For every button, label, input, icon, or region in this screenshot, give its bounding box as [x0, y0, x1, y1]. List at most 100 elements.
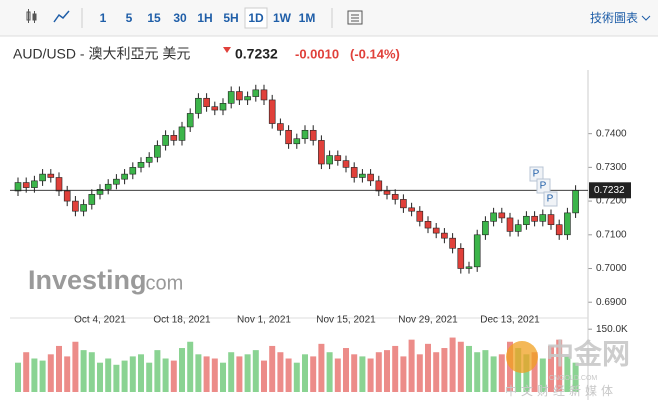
candle-body — [432, 227, 440, 234]
candle-body — [219, 103, 227, 111]
volume-bar — [334, 358, 341, 392]
candle-body — [113, 178, 120, 185]
candle-body — [211, 106, 219, 111]
volume-bar — [318, 343, 325, 392]
candle-body — [244, 96, 251, 101]
volume-bar — [195, 354, 202, 392]
marker[interactable]: P — [540, 181, 547, 192]
y-tick-label: 0.6900 — [596, 297, 627, 308]
volume-bar — [228, 352, 235, 392]
candle-body — [154, 145, 161, 158]
logo — [506, 341, 538, 373]
candle-body — [482, 221, 489, 236]
volume-tick-label: 150.0K — [596, 324, 628, 335]
candle-body — [318, 140, 325, 165]
indicator-icon[interactable] — [347, 10, 363, 25]
volume-bar — [416, 354, 423, 392]
volume-bar — [187, 341, 194, 392]
candle-body — [31, 180, 38, 188]
volume-bar — [400, 356, 407, 392]
candle-body — [72, 200, 79, 212]
candle-body — [490, 212, 497, 222]
candle-body — [547, 214, 555, 225]
volume-bar — [80, 350, 87, 392]
down-arrow — [223, 47, 231, 53]
volume-bar — [474, 352, 481, 392]
candle-body — [441, 232, 448, 239]
volume-bar — [220, 362, 226, 392]
volume-bar — [179, 348, 185, 392]
interval-button[interactable]: 5 — [126, 11, 133, 25]
chart-button[interactable]: 技術圖表 — [590, 11, 638, 25]
dropdown-arrow[interactable] — [641, 15, 651, 21]
volume-bar — [359, 356, 366, 392]
candle-body — [350, 167, 358, 178]
candle-body — [39, 173, 46, 182]
marker-box[interactable] — [543, 191, 558, 207]
y-tick-label: 0.7000 — [596, 263, 627, 274]
volume-bar — [392, 345, 399, 392]
volume-bar — [121, 360, 128, 392]
interval-button[interactable]: 1 — [100, 11, 107, 25]
line-icon[interactable] — [53, 10, 70, 23]
symbol: AUD/USD - 澳大利亞元 美元 — [13, 46, 190, 62]
candle-body — [47, 173, 55, 178]
candle-body — [268, 99, 276, 124]
candle-body — [285, 129, 292, 145]
interval-button[interactable]: 1H — [197, 11, 212, 25]
candle-body — [104, 183, 112, 190]
volume-bar — [88, 352, 95, 392]
volume-bar — [277, 352, 284, 392]
candle-body — [293, 138, 301, 145]
candle-body — [55, 177, 63, 192]
candle-body — [449, 237, 456, 249]
volume-bar — [162, 358, 169, 392]
x-tick-label: Nov 15, 2021 — [316, 315, 376, 326]
volume-bar — [498, 354, 505, 392]
x-tick-label: Nov 29, 2021 — [398, 315, 458, 326]
candle-body — [203, 97, 210, 107]
marker[interactable]: P — [533, 169, 540, 180]
volume-bar — [211, 358, 218, 392]
candle-body — [465, 266, 473, 269]
y-tick-label: 0.7100 — [596, 229, 627, 240]
interval-button[interactable]: 15 — [147, 11, 161, 25]
volume-bar — [170, 360, 177, 392]
volume-bar — [261, 360, 267, 392]
volume-bar — [154, 350, 161, 392]
volume-bar — [113, 364, 120, 392]
marker[interactable]: P — [547, 194, 554, 205]
candle-body — [186, 113, 194, 128]
candle-body — [301, 129, 309, 140]
volume-bar — [539, 358, 546, 392]
y-tick-label: 0.7400 — [596, 128, 627, 139]
volume-bar — [490, 356, 497, 392]
candle-body — [457, 247, 465, 269]
change-pct: (-0.14%) — [350, 46, 400, 61]
interval-button[interactable]: 30 — [173, 11, 187, 25]
candle-body — [539, 214, 547, 222]
candle-body — [137, 162, 145, 168]
candle-body — [121, 173, 128, 180]
candle-body — [14, 182, 22, 192]
volume-bar — [572, 362, 579, 392]
candle-body — [236, 91, 243, 101]
volume-bar — [138, 354, 144, 392]
candle-body — [342, 160, 350, 168]
volume-bar — [39, 360, 46, 392]
volume-bar — [56, 345, 62, 392]
candle-body — [309, 129, 317, 141]
volume-bar — [425, 343, 431, 392]
watermark: 中金网 — [546, 337, 630, 369]
interval-button[interactable]: 5H — [223, 11, 238, 25]
interval-button[interactable]: 1M — [299, 11, 316, 25]
interval-button[interactable]: 1W — [273, 11, 292, 25]
candle-body — [391, 194, 399, 200]
candle-body — [555, 224, 563, 236]
candle-icon[interactable] — [26, 9, 37, 23]
interval-button[interactable]: 1D — [248, 11, 264, 25]
volume-bar — [293, 362, 300, 392]
watermark: 中文财经新媒体 — [505, 383, 617, 398]
x-tick-label: Dec 13, 2021 — [480, 315, 540, 326]
